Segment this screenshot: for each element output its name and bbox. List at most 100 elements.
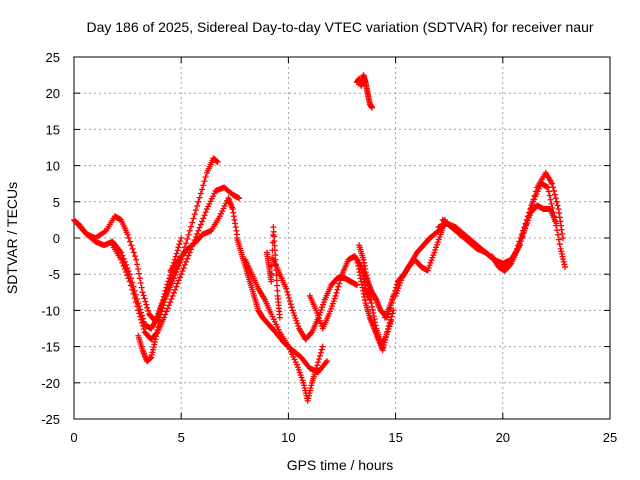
y-tick-label: -25 xyxy=(41,412,60,427)
data-point xyxy=(185,231,192,238)
data-point xyxy=(554,202,561,209)
data-point xyxy=(190,215,197,222)
data-point xyxy=(136,310,143,317)
data-point xyxy=(199,186,206,193)
data-point xyxy=(130,249,137,256)
data-point xyxy=(129,286,136,293)
grid xyxy=(74,57,610,419)
data-point xyxy=(561,263,568,270)
data-point xyxy=(139,322,146,329)
series-sat-o xyxy=(381,220,448,321)
data-point xyxy=(160,302,167,309)
y-tick-label: 5 xyxy=(53,195,60,210)
series-sat-d xyxy=(135,155,221,365)
data-point xyxy=(200,215,207,222)
data-point xyxy=(172,272,179,279)
data-point xyxy=(201,212,208,219)
data-point xyxy=(173,283,180,290)
data-point xyxy=(507,261,514,268)
data-point xyxy=(134,303,141,310)
data-point xyxy=(384,329,391,336)
x-tick-label: 25 xyxy=(603,430,617,445)
data-point xyxy=(188,223,195,230)
data-point xyxy=(284,288,291,295)
data-point xyxy=(121,266,128,273)
data-point xyxy=(314,362,321,369)
data-point xyxy=(389,297,396,304)
data-point xyxy=(159,305,166,312)
data-point xyxy=(135,266,142,273)
data-point xyxy=(323,358,330,365)
data-point xyxy=(195,198,202,205)
data-point xyxy=(553,220,560,227)
data-point xyxy=(315,359,322,366)
data-point xyxy=(124,231,131,238)
data-point xyxy=(132,299,139,306)
y-tick-label: 0 xyxy=(53,231,60,246)
data-point xyxy=(173,269,180,276)
data-point xyxy=(120,262,127,269)
data-point xyxy=(531,192,538,199)
data-point xyxy=(554,231,561,238)
series-sat-b xyxy=(75,213,185,325)
data-point xyxy=(334,286,341,293)
data-point xyxy=(143,301,150,308)
data-point xyxy=(145,307,152,314)
y-tick-label: -10 xyxy=(41,303,60,318)
data-point xyxy=(313,365,320,372)
data-point xyxy=(332,292,339,299)
data-point xyxy=(183,258,190,265)
data-point xyxy=(369,104,376,111)
data-point xyxy=(175,277,182,284)
data-point xyxy=(286,294,293,301)
data-point xyxy=(273,277,280,284)
data-point xyxy=(550,187,557,194)
data-point xyxy=(136,275,143,282)
data-point xyxy=(177,238,184,245)
data-point xyxy=(170,289,177,296)
data-point xyxy=(119,259,126,266)
data-point xyxy=(559,235,566,241)
data-point xyxy=(388,300,395,307)
data-point xyxy=(385,322,392,329)
data-point xyxy=(276,314,283,321)
data-point xyxy=(545,188,552,195)
axis-ticks: 0 5 10 15 20 25 -25 -20 -15 -10 -5 0 5 10 15 20 25 xyxy=(41,50,617,445)
data-point xyxy=(139,289,146,296)
series-sat-i xyxy=(270,256,361,343)
data-point xyxy=(555,236,562,243)
data-point xyxy=(142,298,149,305)
data-point xyxy=(316,352,323,359)
y-tick-label: -5 xyxy=(48,267,60,282)
chart-title: Day 186 of 2025, Sidereal Day-to-day VTE… xyxy=(86,19,593,35)
data-point xyxy=(180,264,187,271)
data-point xyxy=(236,195,243,202)
data-point xyxy=(144,304,151,311)
data-point xyxy=(390,307,397,314)
data-point xyxy=(169,292,176,299)
data-point xyxy=(333,289,340,296)
data-point xyxy=(168,296,175,303)
data-point xyxy=(202,173,209,180)
data-point xyxy=(388,313,395,320)
data-point xyxy=(308,330,315,337)
series-sat-q xyxy=(435,180,568,270)
data-point xyxy=(185,252,192,259)
data-point xyxy=(174,247,181,254)
y-tick-label: 20 xyxy=(46,86,60,101)
data-point xyxy=(173,250,180,257)
data-point xyxy=(551,191,558,198)
data-point xyxy=(172,253,179,260)
y-tick-label: -20 xyxy=(41,376,60,391)
data-point xyxy=(164,281,171,288)
data-point xyxy=(285,291,292,298)
data-point xyxy=(138,284,145,291)
data-point xyxy=(318,346,325,353)
data-point xyxy=(274,282,281,289)
series-sat-n xyxy=(354,72,376,111)
data-point xyxy=(128,242,135,249)
data-point xyxy=(123,269,130,276)
data-point xyxy=(268,278,275,285)
data-point xyxy=(169,278,176,285)
data-point xyxy=(133,256,140,263)
